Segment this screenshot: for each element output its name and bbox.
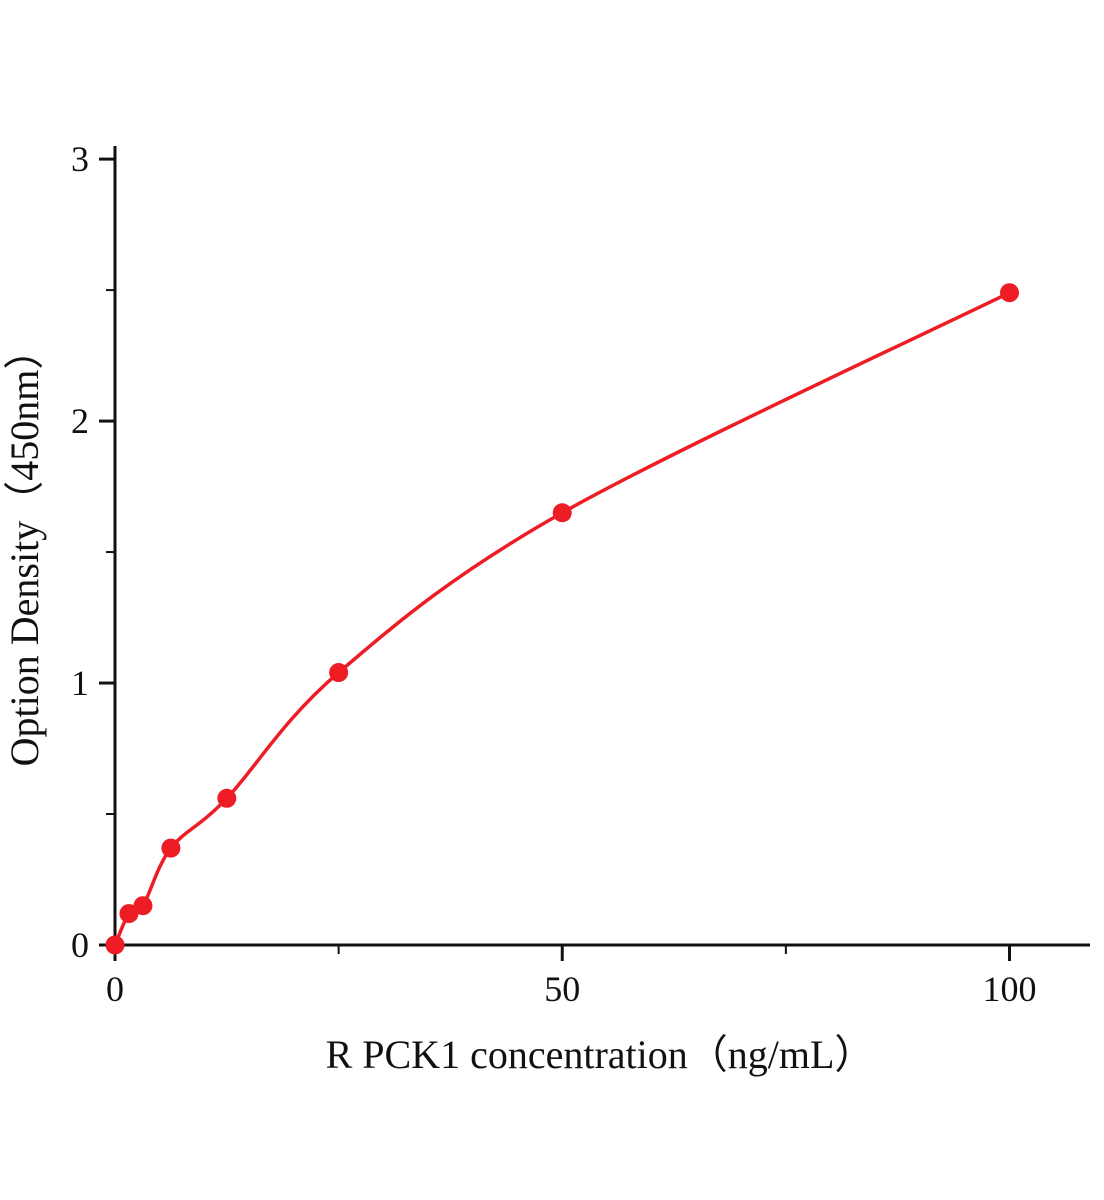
x-tick-label: 100 [982,969,1036,1009]
y-axis-label: Option Density（450nm） [2,330,47,767]
y-tick-label: 2 [71,401,89,441]
x-axis-label: R PCK1 concentration（ng/mL） [326,1032,875,1077]
fit-curve-line [113,290,1012,947]
y-tick-label: 3 [71,139,89,179]
x-tick-label: 50 [544,969,580,1009]
y-tick-label: 0 [71,925,89,965]
data-point [552,503,572,523]
data-point [217,788,237,808]
data-point [133,896,153,916]
data-point [999,283,1019,303]
data-point [105,935,125,955]
axis-ticks [99,157,1011,961]
tick-labels: 0 50 100 0 1 2 3 [71,139,1036,1009]
axes [113,146,1090,947]
data-points [105,283,1019,955]
data-point [119,904,139,924]
x-tick-label: 0 [106,969,124,1009]
data-point [161,838,181,858]
data-point [329,663,349,683]
y-tick-label: 1 [71,663,89,703]
axis-lines [113,146,1090,947]
